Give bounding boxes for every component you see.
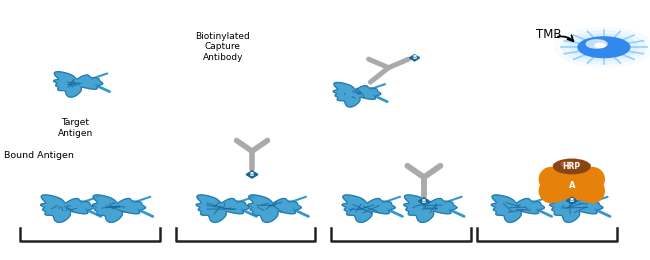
Polygon shape (92, 195, 146, 222)
Circle shape (562, 31, 645, 64)
Text: B: B (569, 198, 574, 203)
Text: TMB: TMB (536, 28, 562, 41)
Polygon shape (550, 195, 603, 222)
Text: Bound Antigen: Bound Antigen (4, 151, 74, 160)
Polygon shape (333, 82, 381, 107)
Polygon shape (491, 195, 545, 222)
Circle shape (586, 40, 607, 48)
Polygon shape (410, 55, 419, 61)
Circle shape (595, 43, 605, 48)
Polygon shape (196, 195, 250, 222)
Circle shape (578, 37, 630, 57)
Polygon shape (246, 171, 258, 178)
Polygon shape (566, 197, 577, 204)
Circle shape (561, 162, 573, 167)
Circle shape (554, 28, 650, 67)
Polygon shape (53, 72, 103, 97)
Text: B: B (422, 199, 426, 204)
Polygon shape (248, 195, 301, 222)
Circle shape (554, 159, 590, 174)
Text: A: A (569, 181, 575, 190)
Polygon shape (404, 195, 457, 222)
Text: B: B (412, 55, 417, 60)
Polygon shape (419, 198, 430, 204)
Text: Biotinylated
Capture
Antibody: Biotinylated Capture Antibody (196, 32, 250, 62)
Polygon shape (40, 195, 94, 222)
Polygon shape (342, 195, 395, 222)
Text: HRP: HRP (563, 162, 581, 171)
Text: Target
Antigen: Target Antigen (58, 118, 93, 138)
Text: B: B (250, 172, 254, 177)
Circle shape (570, 34, 638, 61)
